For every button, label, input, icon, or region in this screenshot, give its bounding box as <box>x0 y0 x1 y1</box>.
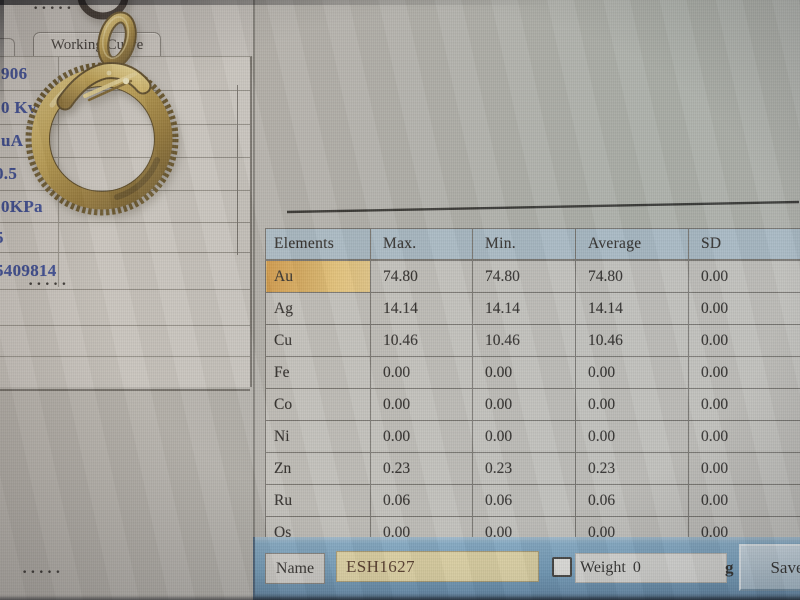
ring-serrated-edge <box>25 62 179 216</box>
cell-average: 74.80 <box>575 259 689 293</box>
parameter-row <box>0 326 250 357</box>
cell-sd: 0.00 <box>688 259 800 293</box>
table-row-cu[interactable]: Cu 10.46 10.46 10.46 0.00 <box>265 324 800 357</box>
cell-average: 0.06 <box>575 484 689 517</box>
parameter-row <box>0 357 250 391</box>
parameter-value: 5409814 <box>0 261 57 280</box>
panel-inner-line <box>237 85 238 255</box>
cell-element: Fe <box>265 356 371 389</box>
cell-min: 0.00 <box>472 356 576 389</box>
cell-sd: 0.00 <box>688 420 800 453</box>
name-label: Name <box>265 553 325 584</box>
results-table: Elements Max. Min. Average SD Au 74.80 7… <box>265 228 800 537</box>
table-row-au[interactable]: Au 74.80 74.80 74.80 0.00 <box>265 259 800 293</box>
parameter-value: 5 <box>0 228 4 248</box>
cell-element: Au <box>265 259 371 293</box>
cell-min: 0.00 <box>472 388 576 421</box>
column-header-max: Max. <box>370 228 473 261</box>
cell-max: 74.80 <box>370 259 473 293</box>
cell-max: 14.14 <box>370 292 473 325</box>
cell-average: 0.00 <box>575 516 689 537</box>
cell-average: 0.23 <box>575 452 689 485</box>
cell-min: 0.23 <box>472 452 576 485</box>
cell-sd: 0.00 <box>688 356 800 389</box>
cell-min: 0.00 <box>472 420 576 453</box>
table-row-co[interactable]: Co 0.00 0.00 0.00 0.00 <box>265 388 800 421</box>
cell-average: 14.14 <box>575 292 689 325</box>
cell-sd: 0.00 <box>688 324 800 357</box>
cell-max: 0.00 <box>370 388 473 421</box>
weight-value: 0 <box>632 559 641 576</box>
cell-max: 10.46 <box>370 324 473 357</box>
cell-sd: 0.00 <box>688 388 800 421</box>
gold-ring-pendant <box>25 0 179 216</box>
parameter-row: 5409814 <box>0 253 250 290</box>
cell-sd: 0.00 <box>688 292 800 325</box>
save-button[interactable]: Save <box>739 544 800 591</box>
cell-average: 10.46 <box>575 324 689 357</box>
parameter-value: 0KPa <box>1 196 43 216</box>
cell-element: Co <box>265 388 371 421</box>
cell-min: 14.14 <box>472 292 576 325</box>
column-header-elements: Elements <box>265 228 371 261</box>
table-row-fe[interactable]: Fe 0.00 0.00 0.00 0.00 <box>265 356 800 389</box>
sample-name-input[interactable] <box>336 551 539 582</box>
cell-element: Os <box>265 516 371 537</box>
parameter-row <box>0 290 250 326</box>
cell-max: 0.06 <box>370 484 473 517</box>
column-header-average: Average <box>575 228 689 261</box>
cell-max: 0.00 <box>370 420 473 453</box>
cell-element: Ni <box>265 420 371 453</box>
cell-max: 0.00 <box>370 516 473 537</box>
table-row-ru[interactable]: Ru 0.06 0.06 0.06 0.00 <box>265 484 800 517</box>
cell-element: Zn <box>265 452 371 485</box>
tab-label: Working Curve <box>50 37 144 53</box>
window-divider <box>253 0 255 600</box>
cell-min: 0.00 <box>472 516 576 537</box>
artifact-dots-middle: ••••• <box>28 280 70 290</box>
chain-ring <box>77 0 129 20</box>
parameter-value: 0 Kv <box>1 97 37 117</box>
cell-min: 10.46 <box>472 324 576 357</box>
cell-min: 0.06 <box>472 484 576 517</box>
unit-label: g <box>725 558 734 577</box>
artifact-dots-top: ••••• <box>33 4 75 14</box>
cell-sd: 0.00 <box>688 484 800 517</box>
table-row-zn[interactable]: Zn 0.23 0.23 0.23 0.00 <box>265 452 800 485</box>
weight-label: Weight <box>580 559 626 576</box>
table-header-row: Elements Max. Min. Average SD <box>265 228 800 261</box>
parameter-value: uA <box>1 131 24 150</box>
cell-sd: 0.00 <box>688 516 800 537</box>
cell-element: Ag <box>265 292 371 325</box>
parameter-row: 5 <box>0 223 250 253</box>
table-row-os[interactable]: Os 0.00 0.00 0.00 0.00 <box>265 516 800 537</box>
cell-min: 74.80 <box>472 259 576 293</box>
weight-checkbox[interactable] <box>552 557 572 577</box>
cell-average: 0.00 <box>575 420 689 453</box>
parameter-value: 0.5 <box>0 164 18 183</box>
column-header-min: Min. <box>472 228 576 261</box>
footer-bar: Name Weight 0 g Save <box>253 537 800 600</box>
parameter-row: 0KPa <box>0 191 250 223</box>
tab-working-curve[interactable]: Working Curve <box>33 32 161 58</box>
cell-element: Ru <box>265 484 371 517</box>
table-row-ag[interactable]: Ag 14.14 14.14 14.14 0.00 <box>265 292 800 325</box>
cell-average: 0.00 <box>575 388 689 421</box>
weight-field[interactable]: Weight 0 <box>575 553 727 583</box>
cell-average: 0.00 <box>575 356 689 389</box>
parameter-value: 906 <box>1 63 28 83</box>
cell-max: 0.00 <box>370 356 473 389</box>
cell-element: Cu <box>265 324 371 357</box>
parameter-row: 0 Kv <box>0 91 250 125</box>
parameter-row: uA <box>0 125 250 158</box>
table-row-ni[interactable]: Ni 0.00 0.00 0.00 0.00 <box>265 420 800 453</box>
artifact-dots-bottom: ••••• <box>22 568 64 578</box>
column-header-sd: SD <box>688 228 800 261</box>
cell-sd: 0.00 <box>688 452 800 485</box>
cell-max: 0.23 <box>370 452 473 485</box>
